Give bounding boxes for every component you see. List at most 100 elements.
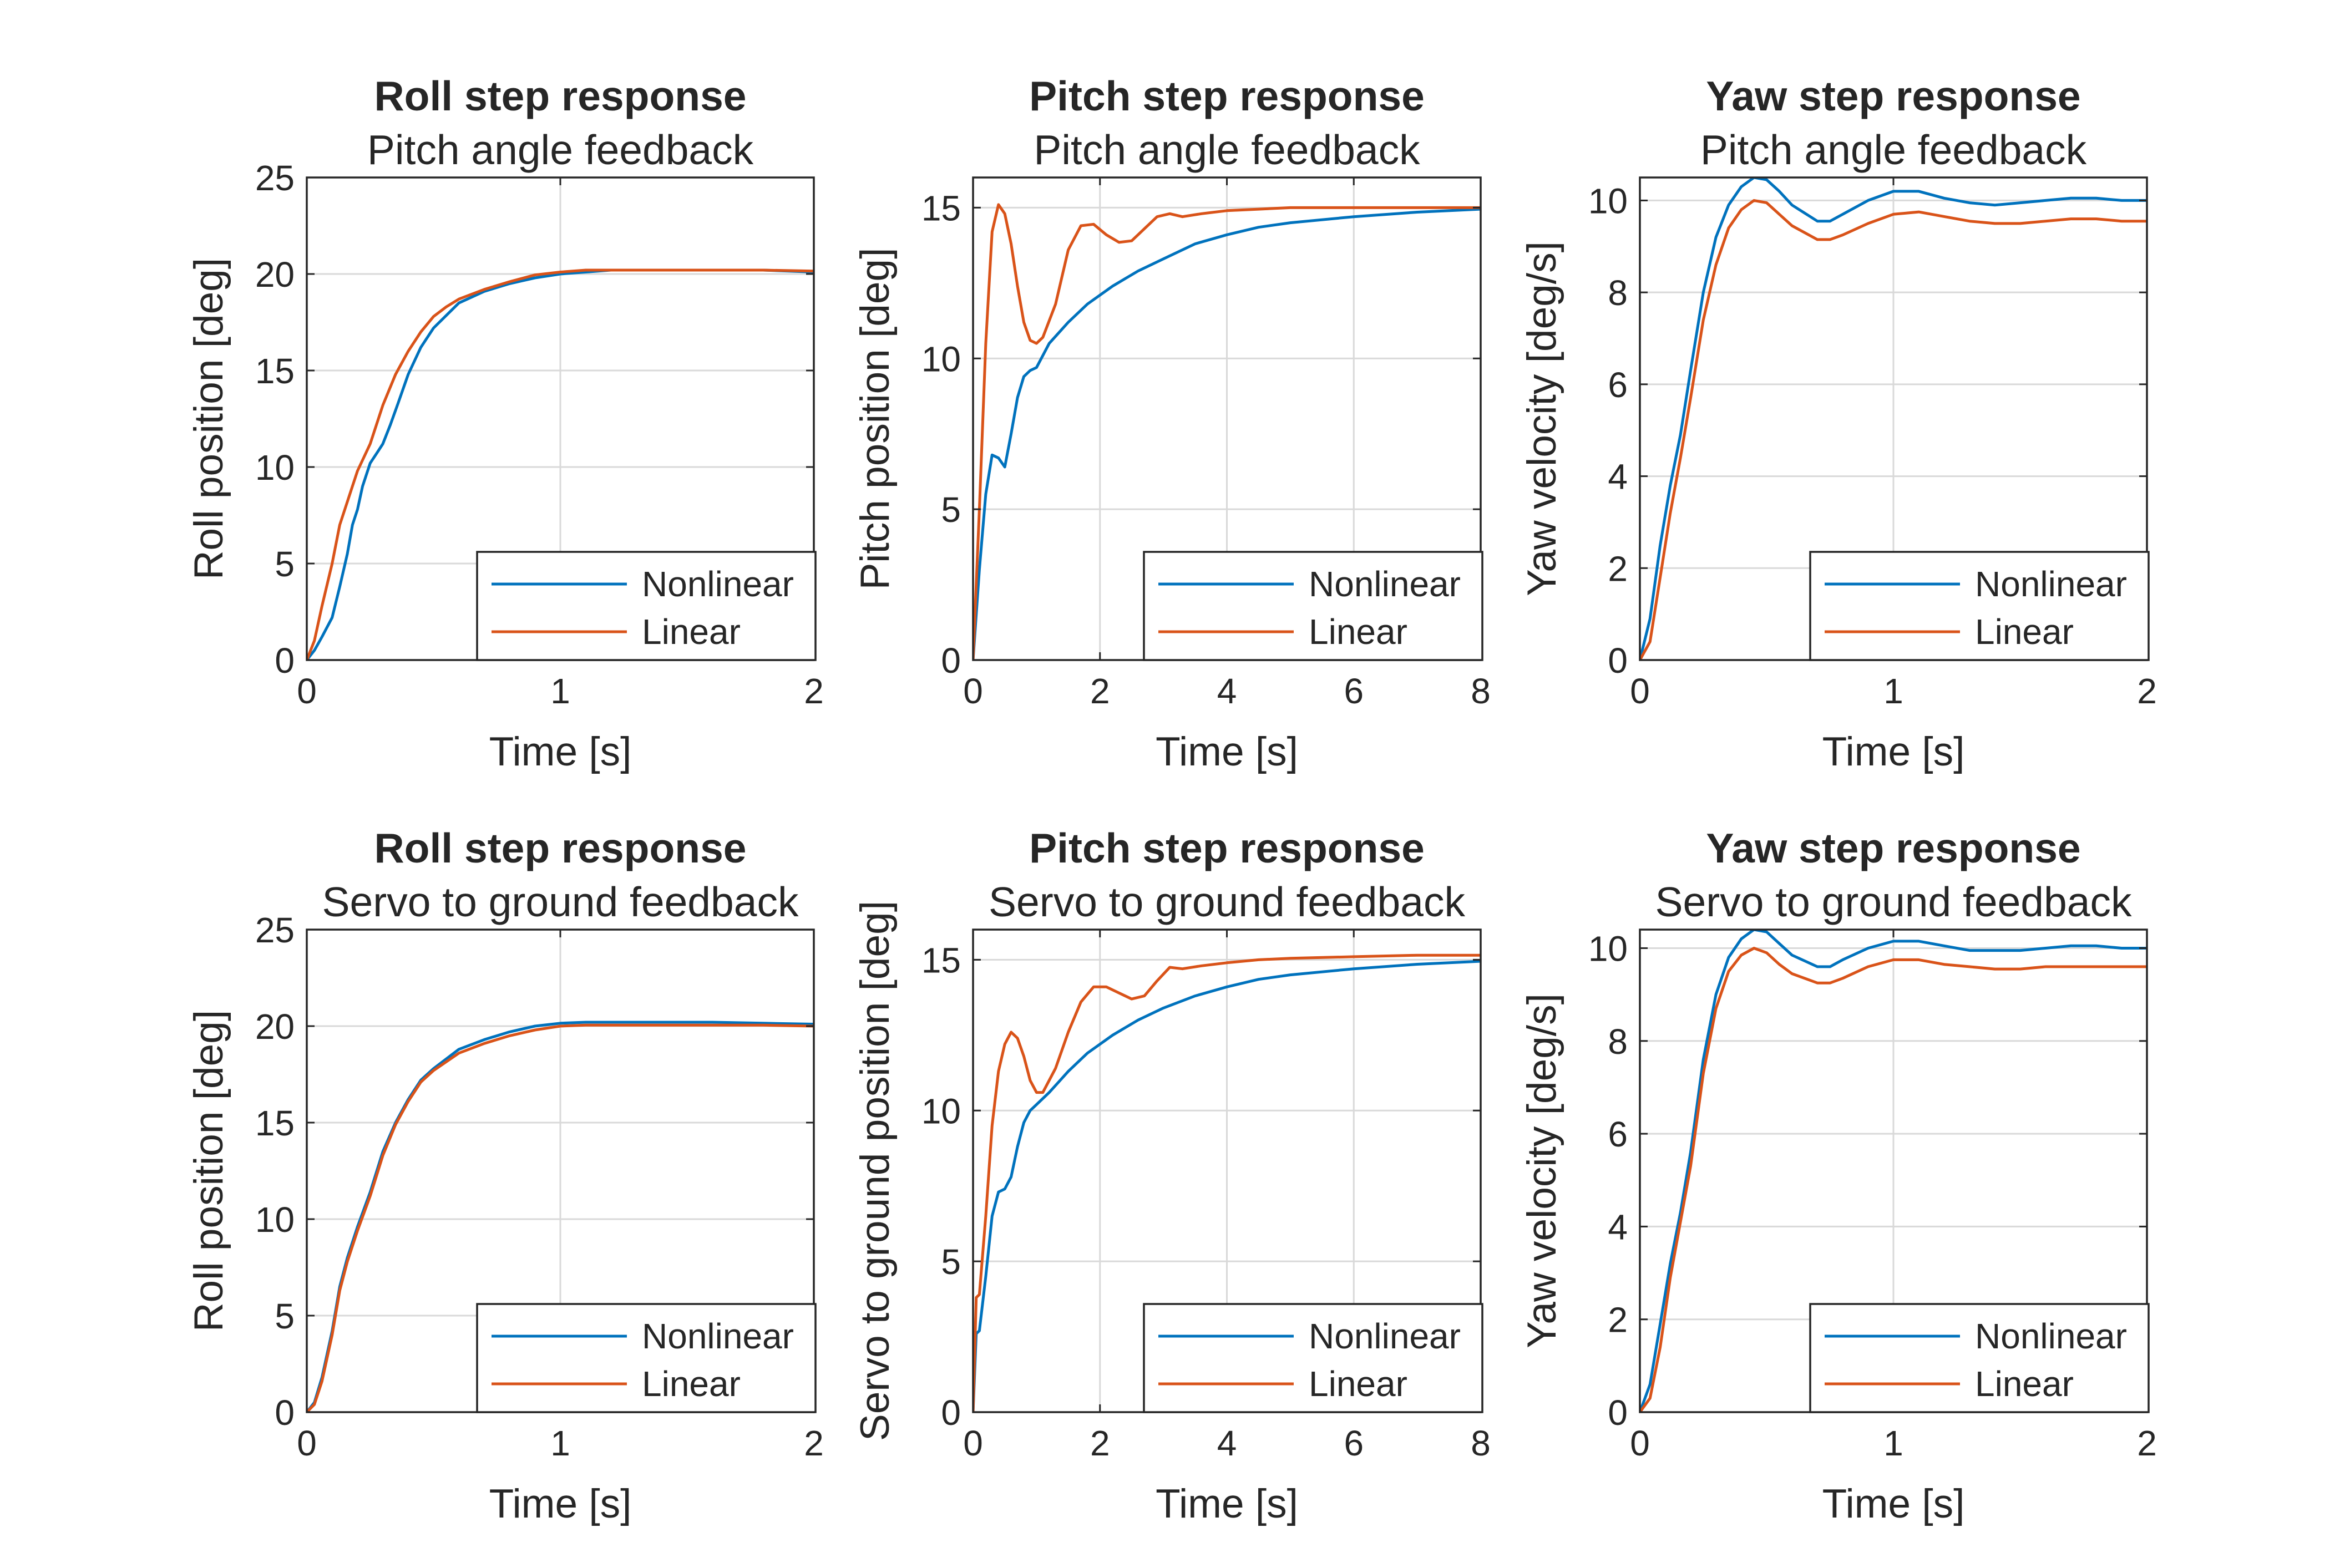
legend-box (476, 551, 817, 661)
legend-label-linear: Linear (1975, 612, 2074, 652)
chart-subtitle: Pitch angle feedback (1700, 126, 2087, 173)
x-axis-label: Time [s] (489, 1481, 632, 1526)
legend-box (476, 1303, 817, 1413)
x-tick-label: 0 (1630, 671, 1650, 711)
legend-box (1143, 551, 1483, 661)
x-tick-label: 8 (1471, 1423, 1491, 1463)
x-axis-label: Time [s] (1822, 729, 1965, 774)
y-tick-label: 5 (941, 490, 961, 530)
legend-label-linear: Linear (1975, 1364, 2074, 1404)
chart-title: Pitch step response (1029, 825, 1425, 871)
y-tick-label: 4 (1608, 1207, 1628, 1247)
y-tick-label: 15 (255, 1103, 295, 1143)
series-line-linear (973, 203, 1481, 660)
legend-box (1809, 1303, 2150, 1413)
legend: Nonlinear Linear (1143, 1303, 1483, 1413)
legend-label-linear: Linear (1309, 1364, 1407, 1404)
x-tick-label: 4 (1217, 1423, 1237, 1463)
chart-title: Yaw step response (1706, 825, 2080, 871)
legend-label-linear: Linear (1309, 612, 1407, 652)
y-tick-label: 25 (255, 910, 295, 950)
chart-subtitle: Servo to ground feedback (1655, 879, 2132, 925)
y-tick-label: 0 (1608, 1393, 1628, 1433)
y-tick-label: 0 (941, 641, 961, 681)
series-line-linear (1640, 947, 2147, 1412)
legend-label-nonlinear: Nonlinear (642, 1316, 794, 1356)
legend-label-linear: Linear (642, 1364, 741, 1404)
y-tick-label: 0 (275, 1393, 295, 1433)
y-tick-label: 20 (255, 1007, 295, 1047)
chart-title: Roll step response (374, 825, 746, 871)
y-tick-label: 8 (1608, 1022, 1628, 1062)
chart-title: Yaw step response (1706, 73, 2080, 119)
x-tick-label: 1 (550, 671, 570, 711)
chart-subtitle: Pitch angle feedback (1034, 126, 1420, 173)
y-axis-label: Pitch position [deg] (853, 248, 898, 590)
y-tick-label: 0 (275, 641, 295, 681)
x-tick-label: 0 (297, 671, 317, 711)
x-axis-label: Time [s] (1156, 1481, 1298, 1526)
series-line-nonlinear (1640, 177, 2147, 660)
x-tick-label: 6 (1344, 671, 1364, 711)
series-line-linear (307, 1023, 814, 1412)
y-tick-label: 6 (1608, 1114, 1628, 1154)
subplot-6: 0 1 2 0 2 4 6 8 10 Yaw step response Servo to grou… (1520, 825, 2157, 1526)
chart-title: Pitch step response (1029, 73, 1425, 119)
y-tick-label: 10 (1588, 928, 1628, 968)
legend: Nonlinear Linear (476, 1303, 817, 1413)
y-tick-label: 10 (255, 448, 295, 488)
x-tick-label: 1 (550, 1423, 570, 1463)
y-tick-label: 10 (1588, 181, 1628, 221)
legend-box (1809, 551, 2150, 661)
y-axis-label: Servo to ground position [deg] (853, 901, 898, 1441)
y-tick-label: 0 (1608, 641, 1628, 681)
y-tick-label: 4 (1608, 457, 1628, 497)
x-tick-label: 2 (1090, 671, 1110, 711)
y-tick-label: 6 (1608, 365, 1628, 405)
x-tick-label: 0 (963, 671, 983, 711)
y-tick-label: 5 (275, 544, 295, 584)
y-tick-label: 10 (255, 1200, 295, 1240)
subplot-5: 0 2 4 6 8 0 5 10 15 Pitch step response Servo to g… (853, 825, 1491, 1526)
y-tick-label: 0 (941, 1393, 961, 1433)
x-tick-label: 0 (1630, 1423, 1650, 1463)
x-axis-label: Time [s] (1156, 729, 1298, 774)
x-tick-label: 0 (963, 1423, 983, 1463)
x-tick-label: 2 (1090, 1423, 1110, 1463)
x-tick-label: 2 (2137, 1423, 2157, 1463)
y-tick-label: 8 (1608, 273, 1628, 313)
legend-label-nonlinear: Nonlinear (642, 564, 794, 604)
y-axis-label: Roll position [deg] (186, 258, 231, 580)
y-tick-label: 15 (921, 940, 961, 980)
x-tick-label: 0 (297, 1423, 317, 1463)
x-axis-label: Time [s] (489, 729, 632, 774)
y-tick-label: 5 (941, 1242, 961, 1282)
legend-label-nonlinear: Nonlinear (1975, 564, 2127, 604)
x-tick-label: 8 (1471, 671, 1491, 711)
chart-subtitle: Servo to ground feedback (989, 879, 1465, 925)
legend: Nonlinear Linear (1809, 551, 2150, 661)
y-tick-label: 10 (921, 1091, 961, 1131)
series-line-nonlinear (973, 207, 1481, 660)
legend-label-linear: Linear (642, 612, 741, 652)
x-tick-label: 2 (804, 671, 824, 711)
x-tick-label: 6 (1344, 1423, 1364, 1463)
y-tick-label: 25 (255, 158, 295, 198)
y-axis-label: Roll position [deg] (186, 1010, 231, 1332)
y-tick-label: 15 (255, 351, 295, 391)
x-axis-label: Time [s] (1822, 1481, 1965, 1526)
y-axis-label: Yaw velocity [deg/s] (1520, 241, 1564, 596)
series-line-nonlinear (1640, 930, 2147, 1412)
series-line-nonlinear (973, 960, 1481, 1412)
y-tick-label: 5 (275, 1296, 295, 1336)
x-tick-label: 2 (804, 1423, 824, 1463)
subplot-2: 0 2 4 6 8 0 5 10 15 Pitch step response Pitch angl… (853, 73, 1491, 774)
legend: Nonlinear Linear (1809, 1303, 2150, 1413)
y-tick-label: 2 (1608, 549, 1628, 588)
series-line-linear (307, 268, 814, 660)
x-tick-label: 1 (1883, 671, 1903, 711)
y-tick-label: 10 (921, 339, 961, 379)
